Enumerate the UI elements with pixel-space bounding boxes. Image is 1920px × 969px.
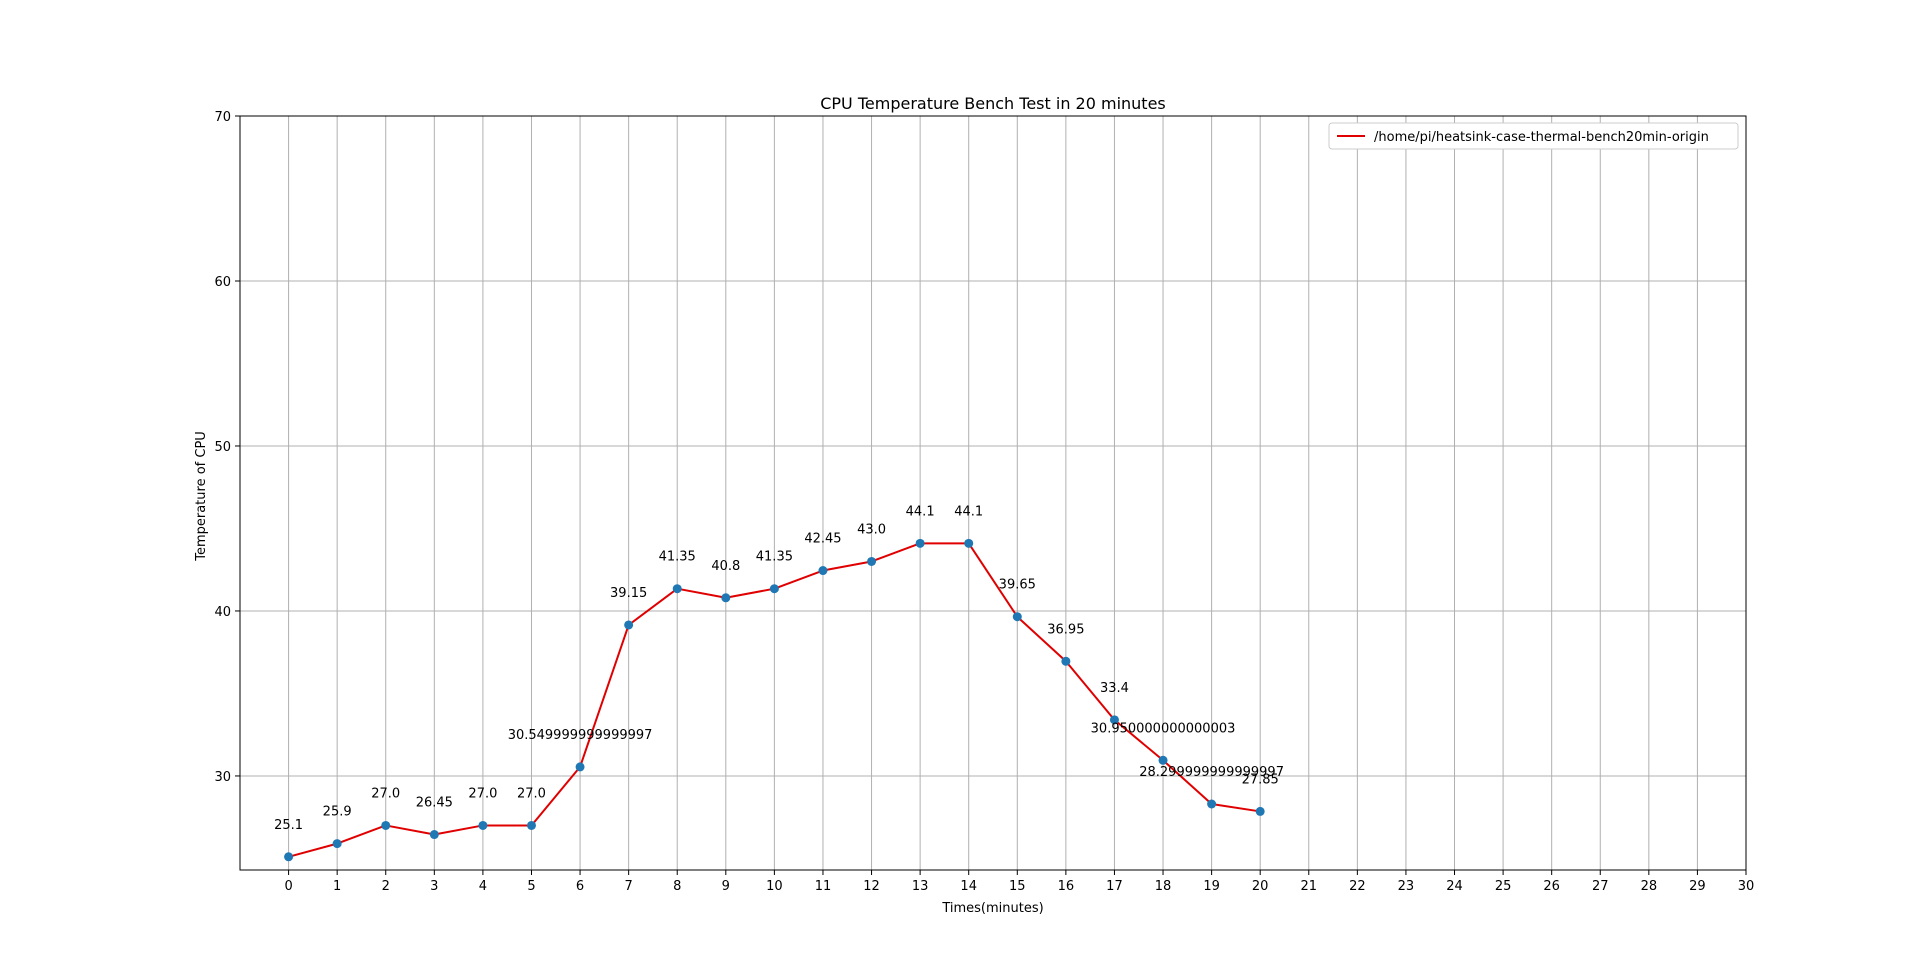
x-tick-label: 3 xyxy=(430,879,438,894)
x-tick-label: 28 xyxy=(1641,879,1658,894)
data-label: 41.35 xyxy=(659,550,696,565)
data-point xyxy=(721,593,731,603)
data-point xyxy=(769,584,779,594)
x-tick-label: 11 xyxy=(815,879,832,894)
data-label: 26.45 xyxy=(416,796,453,811)
x-tick-label: 18 xyxy=(1155,879,1172,894)
grid xyxy=(240,115,1747,870)
y-axis-ticks: 30 40 50 60 70 xyxy=(214,110,240,785)
data-label: 44.1 xyxy=(906,504,935,519)
plot-area xyxy=(239,115,1747,871)
x-tick-label: 23 xyxy=(1398,879,1415,894)
data-point xyxy=(478,820,488,830)
data-labels: 25.1 25.9 27.0 26.45 27.0 27.0 30.549999999999… xyxy=(274,504,1284,832)
x-tick-label: 17 xyxy=(1106,879,1123,894)
y-tick-label: 70 xyxy=(214,110,231,125)
data-point xyxy=(284,852,294,862)
data-label: 27.85 xyxy=(1242,772,1279,787)
data-point xyxy=(1061,656,1071,666)
data-label: 43.0 xyxy=(857,522,886,537)
x-tick-label: 8 xyxy=(673,879,681,894)
data-point xyxy=(332,839,342,849)
x-tick-label: 20 xyxy=(1252,879,1269,894)
data-point xyxy=(1207,799,1217,809)
data-label: 30.549999999999997 xyxy=(508,728,653,743)
x-tick-label: 4 xyxy=(479,879,487,894)
data-label: 41.35 xyxy=(756,550,793,565)
x-tick-label: 1 xyxy=(333,879,341,894)
data-label: 39.65 xyxy=(999,578,1036,593)
y-tick-label: 50 xyxy=(214,440,231,455)
data-label: 39.15 xyxy=(610,586,647,601)
y-tick-label: 60 xyxy=(214,275,231,290)
y-tick-label: 40 xyxy=(214,605,231,620)
data-label: 27.0 xyxy=(371,786,400,801)
x-tick-label: 6 xyxy=(576,879,584,894)
x-tick-label: 29 xyxy=(1689,879,1706,894)
y-tick-label: 30 xyxy=(214,770,231,785)
data-point xyxy=(624,620,634,630)
legend-box xyxy=(1328,122,1739,150)
data-point xyxy=(1255,806,1265,816)
x-axis-title: Times(minutes) xyxy=(941,901,1043,916)
data-point xyxy=(1012,612,1022,622)
x-tick-label: 14 xyxy=(960,879,977,894)
x-axis-ticks: 0 1 2 3 4 5 6 7 8 9 10 11 12 13 14 15 16 17 18 19 20 21 22 23 24… xyxy=(284,870,1754,894)
data-label: 27.0 xyxy=(468,786,497,801)
data-point xyxy=(1158,755,1168,765)
x-tick-label: 12 xyxy=(863,879,880,894)
data-point xyxy=(964,538,974,548)
data-label: 42.45 xyxy=(804,532,841,547)
data-label: 40.8 xyxy=(711,559,740,574)
x-tick-label: 2 xyxy=(382,879,390,894)
data-point xyxy=(575,762,585,772)
data-point xyxy=(818,566,828,576)
data-point xyxy=(915,538,925,548)
x-tick-label: 25 xyxy=(1495,879,1512,894)
x-tick-label: 21 xyxy=(1301,879,1318,894)
legend: /home/pi/heatsink-case-thermal-bench20mi… xyxy=(1328,122,1739,150)
legend-label: /home/pi/heatsink-case-thermal-bench20mi… xyxy=(1374,130,1709,145)
data-label: 30.950000000000003 xyxy=(1091,721,1236,736)
x-tick-label: 16 xyxy=(1058,879,1075,894)
x-tick-label: 19 xyxy=(1203,879,1220,894)
x-tick-label: 30 xyxy=(1738,879,1755,894)
data-label: 27.0 xyxy=(517,786,546,801)
x-tick-label: 7 xyxy=(625,879,633,894)
data-label: 25.9 xyxy=(323,805,352,820)
data-point xyxy=(672,584,682,594)
data-label: 33.4 xyxy=(1100,681,1129,696)
y-axis-title: Temperature of CPU xyxy=(194,431,209,562)
x-tick-label: 24 xyxy=(1446,879,1463,894)
x-tick-label: 15 xyxy=(1009,879,1026,894)
data-label: 25.1 xyxy=(274,818,303,833)
x-tick-label: 27 xyxy=(1592,879,1609,894)
x-tick-label: 13 xyxy=(912,879,929,894)
x-tick-label: 22 xyxy=(1349,879,1366,894)
chart-title: CPU Temperature Bench Test in 20 minutes xyxy=(820,94,1166,113)
x-tick-label: 26 xyxy=(1543,879,1560,894)
x-tick-label: 0 xyxy=(284,879,292,894)
x-tick-label: 10 xyxy=(766,879,783,894)
series xyxy=(284,538,1265,862)
data-point xyxy=(429,830,439,840)
data-label: 36.95 xyxy=(1047,622,1084,637)
data-point xyxy=(1109,715,1119,725)
data-label: 28.299999999999997 xyxy=(1139,765,1284,780)
data-point xyxy=(867,556,877,566)
x-tick-label: 5 xyxy=(527,879,535,894)
data-point xyxy=(526,820,536,830)
x-tick-label: 9 xyxy=(722,879,730,894)
data-point xyxy=(381,820,391,830)
data-label: 44.1 xyxy=(954,504,983,519)
